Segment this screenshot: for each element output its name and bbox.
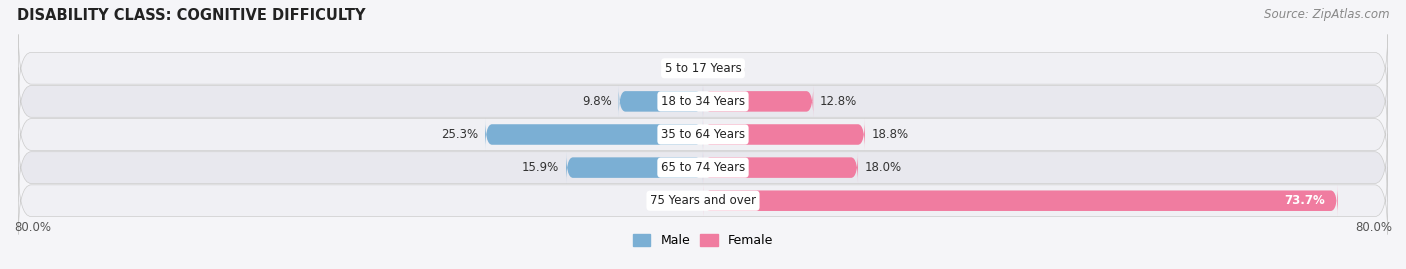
FancyBboxPatch shape (703, 151, 858, 184)
Text: 0.0%: 0.0% (661, 62, 690, 75)
FancyBboxPatch shape (18, 134, 1388, 201)
Text: 0.0%: 0.0% (661, 194, 690, 207)
FancyBboxPatch shape (567, 151, 703, 184)
Text: 80.0%: 80.0% (14, 221, 51, 233)
Text: DISABILITY CLASS: COGNITIVE DIFFICULTY: DISABILITY CLASS: COGNITIVE DIFFICULTY (17, 8, 366, 23)
Text: 15.9%: 15.9% (522, 161, 560, 174)
FancyBboxPatch shape (18, 167, 1388, 235)
Text: 65 to 74 Years: 65 to 74 Years (661, 161, 745, 174)
Text: 80.0%: 80.0% (1355, 221, 1392, 233)
Text: 12.8%: 12.8% (820, 95, 858, 108)
FancyBboxPatch shape (485, 118, 703, 151)
FancyBboxPatch shape (619, 85, 703, 118)
Text: 18 to 34 Years: 18 to 34 Years (661, 95, 745, 108)
Text: 75 Years and over: 75 Years and over (650, 194, 756, 207)
Legend: Male, Female: Male, Female (628, 229, 778, 252)
Text: 25.3%: 25.3% (441, 128, 478, 141)
Text: 35 to 64 Years: 35 to 64 Years (661, 128, 745, 141)
FancyBboxPatch shape (703, 185, 1337, 217)
Text: 73.7%: 73.7% (1284, 194, 1324, 207)
Text: Source: ZipAtlas.com: Source: ZipAtlas.com (1264, 8, 1389, 21)
Text: 18.0%: 18.0% (865, 161, 903, 174)
Text: 0.0%: 0.0% (716, 62, 745, 75)
Text: 9.8%: 9.8% (582, 95, 612, 108)
Text: 18.8%: 18.8% (872, 128, 908, 141)
Text: 5 to 17 Years: 5 to 17 Years (665, 62, 741, 75)
FancyBboxPatch shape (703, 85, 813, 118)
FancyBboxPatch shape (18, 68, 1388, 135)
FancyBboxPatch shape (18, 34, 1388, 102)
FancyBboxPatch shape (703, 118, 865, 151)
FancyBboxPatch shape (18, 101, 1388, 168)
